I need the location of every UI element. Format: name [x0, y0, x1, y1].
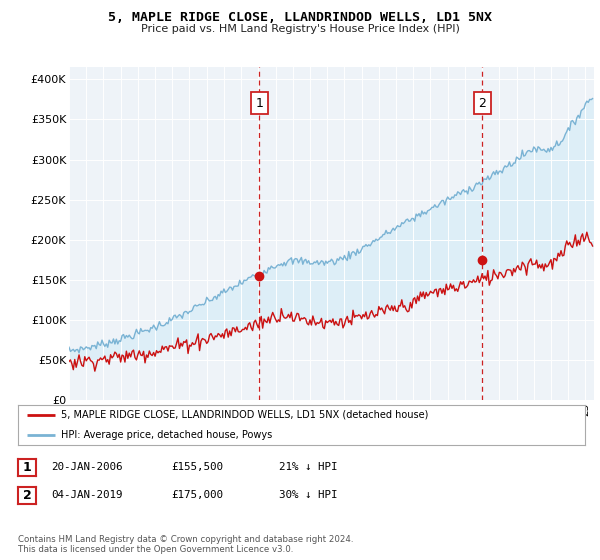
Text: 04-JAN-2019: 04-JAN-2019 [51, 490, 122, 500]
Text: Contains HM Land Registry data © Crown copyright and database right 2024.
This d: Contains HM Land Registry data © Crown c… [18, 535, 353, 554]
Text: 2: 2 [479, 97, 487, 110]
Text: Price paid vs. HM Land Registry's House Price Index (HPI): Price paid vs. HM Land Registry's House … [140, 24, 460, 34]
Text: 1: 1 [255, 97, 263, 110]
Text: £155,500: £155,500 [171, 462, 223, 472]
Text: 30% ↓ HPI: 30% ↓ HPI [279, 490, 337, 500]
Text: 5, MAPLE RIDGE CLOSE, LLANDRINDOD WELLS, LD1 5NX (detached house): 5, MAPLE RIDGE CLOSE, LLANDRINDOD WELLS,… [61, 410, 428, 420]
Text: £175,000: £175,000 [171, 490, 223, 500]
Text: 21% ↓ HPI: 21% ↓ HPI [279, 462, 337, 472]
Text: HPI: Average price, detached house, Powys: HPI: Average price, detached house, Powy… [61, 430, 272, 440]
Text: 2: 2 [23, 489, 31, 502]
Text: 5, MAPLE RIDGE CLOSE, LLANDRINDOD WELLS, LD1 5NX: 5, MAPLE RIDGE CLOSE, LLANDRINDOD WELLS,… [108, 11, 492, 24]
Text: 20-JAN-2006: 20-JAN-2006 [51, 462, 122, 472]
Text: 1: 1 [23, 461, 31, 474]
